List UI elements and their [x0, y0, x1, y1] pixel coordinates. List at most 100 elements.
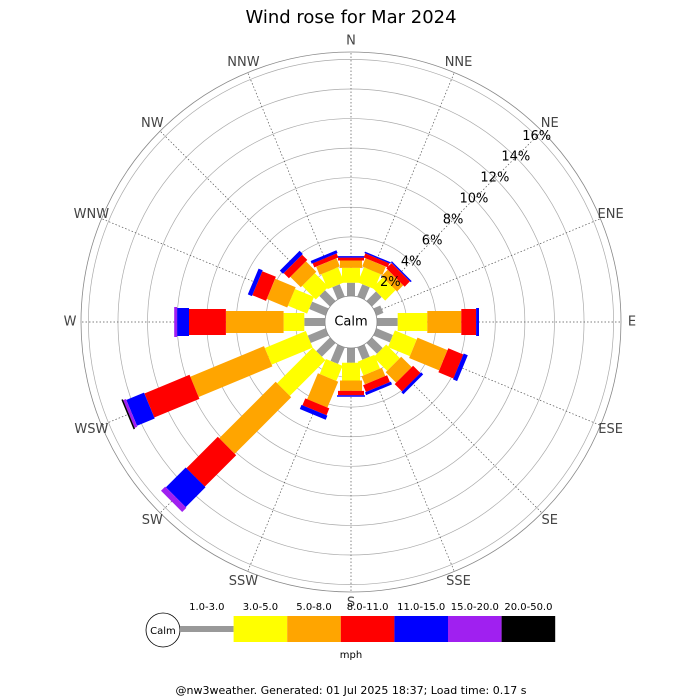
direction-label: WNW	[74, 207, 110, 222]
rose-segment	[357, 267, 381, 290]
rose-segment	[362, 258, 386, 275]
direction-label: ENE	[598, 207, 624, 222]
legend-swatch	[448, 616, 502, 642]
grid-ring	[147, 118, 555, 526]
direction-label: E	[628, 315, 636, 330]
legend-swatch	[233, 616, 288, 642]
rose-segment	[189, 309, 226, 335]
spoke	[247, 345, 342, 572]
rose-segment	[309, 301, 329, 316]
direction-label: SSE	[446, 574, 471, 589]
spoke	[360, 72, 455, 299]
calm-circle	[324, 295, 378, 349]
rose-segment	[337, 395, 365, 397]
r-tick-label: 10%	[459, 192, 488, 207]
rose-segment	[427, 311, 462, 333]
spoke	[374, 218, 601, 313]
rose-segment	[364, 251, 391, 264]
rose-segment	[372, 277, 396, 301]
rose-segment	[373, 344, 400, 371]
rose-segment	[123, 399, 138, 428]
rose-segment	[342, 267, 360, 283]
rose-segment	[363, 253, 390, 268]
rose-segment	[307, 373, 339, 408]
spoke	[101, 218, 328, 313]
footer: @nw3weather. Generated: 01 Jul 2025 18:3…	[176, 684, 527, 697]
r-tick-label: 12%	[480, 171, 509, 186]
direction-label: NE	[541, 116, 559, 131]
unit-label: mph	[340, 650, 362, 661]
rose-segment	[264, 331, 313, 365]
direction-label: ESE	[598, 422, 623, 437]
rose-segment	[365, 381, 392, 396]
rose-segment	[316, 337, 336, 357]
rose-segment	[302, 273, 329, 300]
rose-segment	[219, 381, 292, 454]
rose-segment	[247, 268, 263, 297]
rose-segment	[397, 313, 428, 331]
direction-label: NNE	[445, 55, 473, 70]
direction-label: SW	[142, 513, 163, 528]
r-tick-label: 4%	[401, 254, 422, 269]
rose-segment	[288, 289, 314, 314]
rose-segment	[316, 258, 340, 275]
rose-segment	[312, 253, 339, 268]
rose-segment	[283, 313, 305, 331]
rose-segment	[438, 348, 464, 379]
legend-swatch	[501, 616, 556, 642]
spoke	[374, 331, 601, 426]
r-tick-label: 14%	[501, 150, 530, 165]
spoke	[360, 345, 455, 572]
rose-segment	[357, 344, 370, 360]
rose-segment	[366, 337, 383, 354]
rose-segment	[453, 353, 468, 382]
rose-segment	[321, 267, 345, 290]
rose-segment	[401, 372, 424, 395]
rose-segment	[266, 278, 296, 308]
legend-swatch	[287, 616, 341, 642]
r-tick-label: 16%	[522, 129, 551, 144]
rose-segment	[144, 374, 200, 418]
rose-segment	[332, 284, 345, 300]
rose-segment	[302, 398, 330, 416]
rose-segment	[283, 254, 308, 279]
rose-segment	[319, 290, 336, 307]
direction-label: S	[347, 596, 355, 611]
rose-segment	[342, 362, 360, 381]
legend-label: 5.0-8.0	[296, 602, 331, 613]
legend-label: 3.0-5.0	[243, 602, 278, 613]
direction-label: N	[346, 34, 356, 49]
r-tick-label: 2%	[380, 275, 401, 290]
rose-segment	[476, 308, 479, 336]
direction-label: SE	[541, 513, 557, 528]
rose-segment	[373, 328, 393, 343]
legend-calm-label: Calm	[150, 626, 176, 637]
rose-segment	[390, 261, 412, 283]
r-tick-label: 6%	[422, 233, 443, 248]
direction-label: NNW	[227, 55, 259, 70]
spoke	[247, 72, 342, 299]
rose-segment	[461, 309, 477, 335]
rose-segment	[373, 305, 384, 316]
rose-segment	[385, 356, 412, 383]
spoke	[159, 130, 333, 304]
legend-swatch	[394, 616, 448, 642]
rose-segment	[299, 404, 328, 420]
rose-segment	[304, 318, 325, 326]
rose-segment	[347, 348, 355, 363]
rose-segment	[357, 354, 380, 376]
rose-segment	[277, 347, 326, 396]
legend-label: 15.0-20.0	[451, 602, 499, 613]
legend-label: 1.0-3.0	[189, 602, 224, 613]
rose-segment	[186, 436, 237, 487]
legend-label: 8.0-11.0	[347, 602, 389, 613]
legend-label: 20.0-50.0	[504, 602, 552, 613]
rose-segment	[363, 375, 390, 392]
rose-segment	[177, 308, 189, 336]
rose-segment	[340, 260, 362, 268]
spoke	[369, 340, 543, 514]
grid-ring	[88, 59, 614, 585]
rose-segment	[319, 359, 343, 381]
rose-segment	[190, 346, 273, 397]
